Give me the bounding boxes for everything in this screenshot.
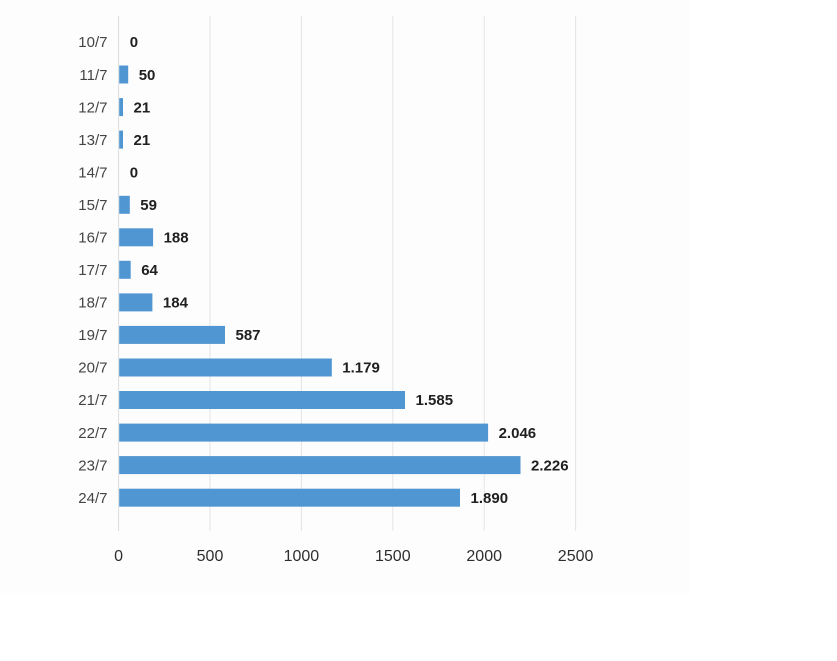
svg-text:1.179: 1.179: [342, 360, 380, 377]
svg-text:21: 21: [134, 132, 151, 149]
svg-text:22/7: 22/7: [78, 425, 107, 442]
svg-text:184: 184: [163, 295, 189, 312]
svg-text:0: 0: [130, 34, 138, 51]
svg-text:0: 0: [130, 164, 138, 181]
svg-text:500: 500: [197, 548, 224, 565]
svg-text:11/7: 11/7: [79, 67, 107, 84]
svg-text:21: 21: [134, 99, 151, 116]
svg-text:2.226: 2.226: [531, 457, 569, 474]
svg-text:19/7: 19/7: [78, 327, 107, 344]
svg-text:2.046: 2.046: [499, 425, 537, 442]
svg-text:10/7: 10/7: [78, 34, 107, 51]
svg-text:64: 64: [141, 262, 158, 279]
svg-text:2000: 2000: [466, 548, 502, 565]
svg-text:188: 188: [164, 230, 189, 247]
svg-text:18/7: 18/7: [78, 295, 107, 312]
svg-text:50: 50: [139, 67, 156, 84]
svg-text:20/7: 20/7: [78, 360, 107, 377]
svg-text:59: 59: [140, 197, 157, 214]
svg-text:587: 587: [236, 327, 261, 344]
svg-text:17/7: 17/7: [78, 262, 107, 279]
svg-text:12/7: 12/7: [78, 99, 107, 116]
svg-text:2500: 2500: [558, 548, 594, 565]
svg-text:14/7: 14/7: [78, 164, 107, 181]
svg-text:16/7: 16/7: [78, 230, 107, 247]
svg-text:1.890: 1.890: [471, 490, 509, 507]
svg-text:1000: 1000: [284, 548, 320, 565]
svg-text:0: 0: [114, 548, 123, 565]
svg-text:1500: 1500: [375, 548, 411, 565]
svg-text:1.585: 1.585: [416, 392, 454, 409]
svg-text:23/7: 23/7: [78, 457, 107, 474]
svg-text:15/7: 15/7: [78, 197, 107, 214]
svg-text:13/7: 13/7: [78, 132, 107, 149]
svg-text:21/7: 21/7: [78, 392, 107, 409]
svg-text:24/7: 24/7: [78, 490, 107, 507]
